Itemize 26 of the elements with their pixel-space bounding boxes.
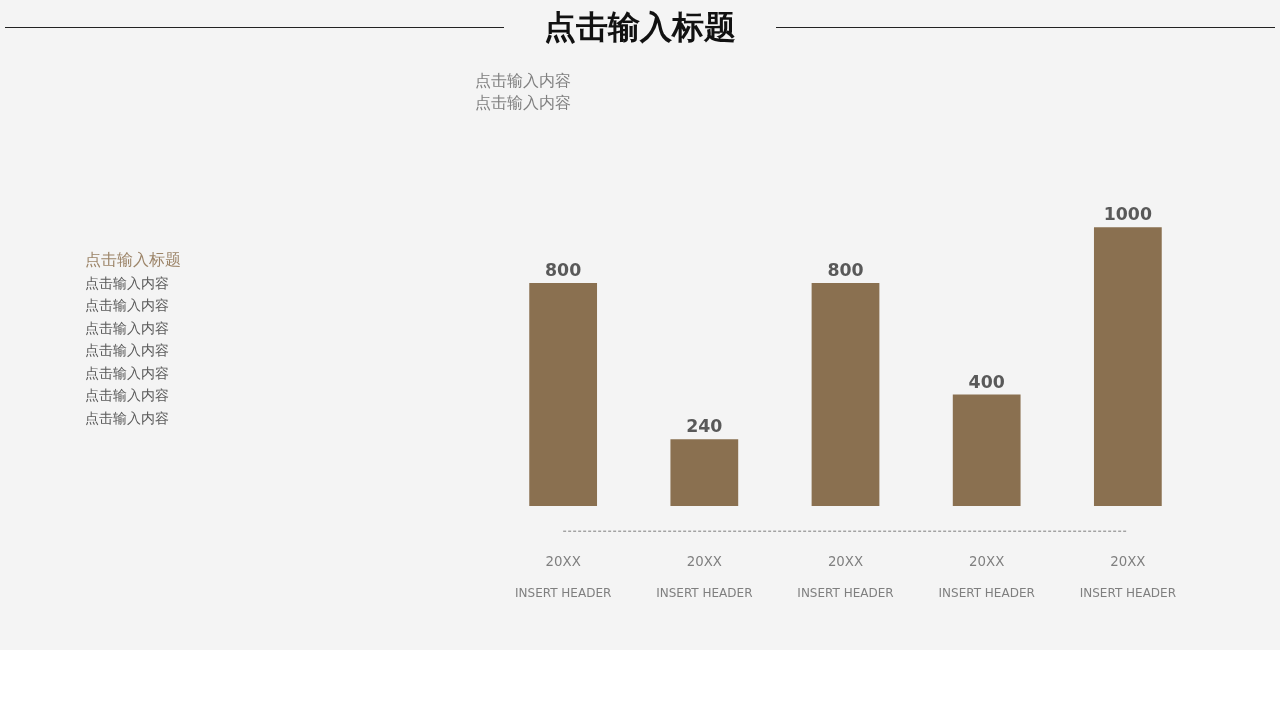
bar: [1093, 227, 1162, 507]
text: 点击输入内容: [85, 273, 170, 293]
bar: [529, 283, 598, 507]
chart-title: 点击输入标题: [543, 7, 737, 48]
category-label: 20XX INSERT HEADER: [656, 554, 753, 600]
data-label: 1000: [1103, 204, 1152, 225]
bar: [670, 439, 739, 507]
data-label: 800: [827, 260, 864, 281]
text: 点击输入内容: [85, 408, 170, 428]
chart-subtitle: 点击输入内容: [475, 70, 571, 92]
bar: [952, 394, 1021, 507]
text: 点击输入内容: [85, 363, 170, 383]
category-label: 20XX INSERT HEADER: [1079, 554, 1177, 600]
text: 点击输入内容: [85, 341, 170, 360]
category-label: 20XX INSERT HEADER: [938, 554, 1035, 600]
bar: [811, 283, 880, 507]
text: 点击输入内容: [85, 318, 170, 338]
data-label: 400: [968, 371, 1005, 392]
text: 点击输入标题: [85, 250, 181, 271]
data-label: 800: [545, 260, 582, 281]
text: 点击输入内容: [85, 296, 170, 315]
text: 点击输入内容: [85, 386, 170, 405]
category-label: 20XX INSERT HEADER: [515, 554, 612, 600]
text: 点击输入内容: [475, 92, 571, 114]
category-label: 20XX INSERT HEADER: [797, 554, 894, 600]
data-label: 240: [686, 416, 723, 437]
